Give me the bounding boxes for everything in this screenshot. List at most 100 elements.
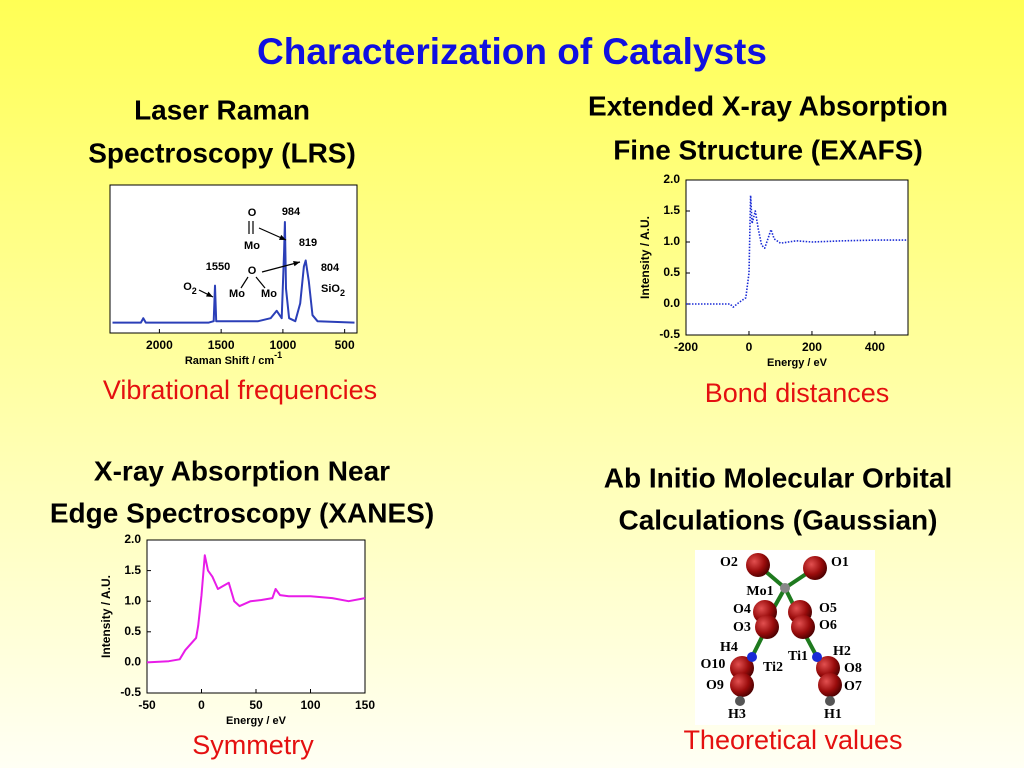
annotation-text: O: [248, 207, 257, 219]
atom-label: O10: [701, 657, 726, 672]
atom-ball: [730, 656, 754, 680]
annotation: O: [248, 207, 257, 219]
atom-label: O5: [819, 601, 837, 616]
x-axis-label: Raman Shift / cm-1: [185, 350, 282, 367]
y-tick-label: 1.5: [663, 203, 680, 217]
annotation-text: 1550: [206, 261, 230, 273]
plot-frame: [146, 539, 366, 694]
annotation: Mo: [261, 288, 277, 300]
atom-label: O9: [706, 678, 724, 693]
section-heading: Spectroscopy (LRS): [88, 137, 356, 168]
arrow-head: [293, 261, 300, 267]
annotation-text: O: [248, 265, 257, 277]
x-tick-label: 200: [802, 340, 822, 354]
annotation-text: SiO: [321, 283, 340, 295]
y-tick-label: -0.5: [659, 327, 680, 341]
section-caption: Theoretical values: [683, 725, 902, 755]
x-axis-label: Energy / eV: [767, 357, 828, 369]
atom-ball: [755, 615, 779, 639]
y-tick-label: 2.0: [663, 172, 680, 186]
y-axis-label: Intensity / A.U.: [638, 216, 652, 299]
spectrum-line: [686, 194, 907, 308]
atom-label: O4: [733, 602, 751, 617]
annotation-text: Mo: [261, 288, 277, 300]
x-axis-label-text: Energy / eV: [226, 715, 287, 727]
atom-ball: [746, 553, 770, 577]
atom-ball: [735, 696, 745, 706]
plot-frame: [109, 184, 358, 334]
annotation-subscript: 2: [340, 288, 345, 298]
atom-ball: [791, 615, 815, 639]
x-tick-label: 0: [198, 698, 205, 712]
annotation-subscript: 2: [192, 286, 197, 296]
atom-ball: [825, 696, 835, 706]
x-axis-label-text: Raman Shift / cm: [185, 355, 274, 367]
atom-label: O2: [720, 555, 738, 570]
atom-ball: [780, 583, 790, 593]
section-heading: Calculations (Gaussian): [619, 504, 938, 535]
annotation: Mo: [229, 288, 245, 300]
x-tick-label: -50: [138, 698, 156, 712]
section-caption: Bond distances: [705, 378, 890, 408]
annotation-line: [261, 261, 301, 273]
x-axis-label-text: Energy / eV: [767, 357, 828, 369]
atom-label: H3: [728, 707, 746, 722]
atom-label: O3: [733, 620, 751, 635]
atom-label: Ti2: [763, 660, 783, 675]
atom-ball: [818, 673, 842, 697]
arrow-head: [279, 234, 286, 240]
y-tick-label: -0.5: [120, 685, 141, 699]
y-tick-label: 0.5: [663, 265, 680, 279]
y-tick-label: 1.0: [124, 593, 141, 607]
atom-label: H2: [833, 644, 851, 659]
atom-label: O7: [844, 679, 862, 694]
x-tick-label: -200: [674, 340, 698, 354]
y-tick-label: 2.0: [124, 532, 141, 546]
annotation-text: 819: [299, 237, 317, 249]
atom-ball: [730, 673, 754, 697]
annotation-text: 984: [282, 206, 301, 218]
x-tick-label: 50: [249, 698, 263, 712]
annotation: 819: [299, 237, 317, 249]
atom-label: H4: [720, 640, 738, 655]
y-tick-label: 0.5: [124, 624, 141, 638]
annotation-line: [255, 276, 266, 289]
x-tick-label: 100: [300, 698, 320, 712]
atom-label: O1: [831, 555, 849, 570]
annotation-text: Mo: [244, 240, 260, 252]
atom-label: Ti1: [788, 649, 808, 664]
annotation: SiO2: [321, 283, 345, 298]
x-axis-label-superscript: -1: [274, 350, 282, 360]
plot-frame: [685, 179, 909, 336]
atom-ball: [812, 652, 822, 662]
section-caption: Symmetry: [192, 730, 314, 760]
annotation-text: O: [183, 281, 192, 293]
section-heading: Edge Spectroscopy (XANES): [50, 497, 434, 528]
atom-label: O8: [844, 661, 862, 676]
x-axis-label: Energy / eV: [226, 715, 287, 727]
x-tick-label: 1000: [270, 338, 297, 352]
atom-ball: [803, 556, 827, 580]
y-tick-label: 0.0: [124, 655, 141, 669]
y-tick-label: 1.5: [124, 563, 141, 577]
annotation: O: [248, 265, 257, 277]
y-tick-label: 1.0: [663, 234, 680, 248]
section-caption: Vibrational frequencies: [103, 375, 377, 405]
annotation: 804: [321, 262, 340, 274]
annotation-text: 804: [321, 262, 340, 274]
x-tick-label: 2000: [146, 338, 173, 352]
molecule-image: [695, 550, 875, 725]
annotation-line: [240, 276, 249, 289]
atom-ball: [747, 652, 757, 662]
section-heading: Ab Initio Molecular Orbital: [604, 462, 952, 493]
x-tick-label: 500: [335, 338, 355, 352]
section-heading: Extended X-ray Absorption: [588, 90, 948, 121]
annotation-text: Mo: [229, 288, 245, 300]
slide-title: Characterization of Catalysts: [257, 31, 767, 72]
spectrum-line: [112, 221, 355, 324]
x-tick-label: 0: [746, 340, 753, 354]
atom-label: Mo1: [746, 584, 773, 599]
y-axis-label: Intensity / A.U.: [99, 575, 113, 658]
annotation: 984: [282, 206, 301, 218]
